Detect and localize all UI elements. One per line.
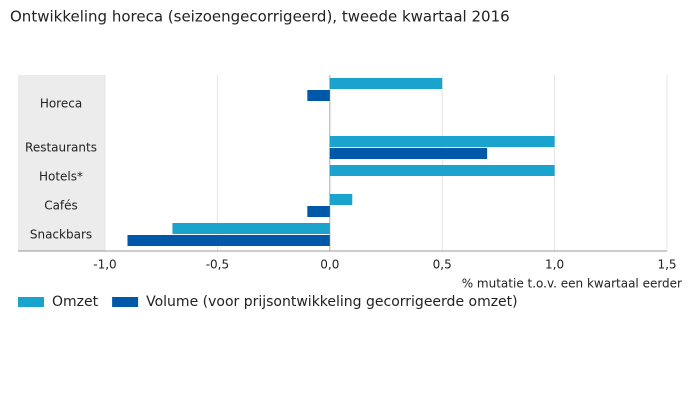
y-tick-label: Horeca (40, 97, 82, 111)
bar (329, 78, 443, 89)
y-tick-label: Cafés (44, 199, 78, 213)
bar (127, 235, 330, 246)
x-tick-label: -1,0 (93, 258, 116, 272)
bar (307, 206, 330, 217)
legend-swatch (18, 297, 44, 307)
bar (329, 136, 555, 147)
x-tick-label: 0,5 (433, 258, 452, 272)
legend-label: Volume (voor prijsontwikkeling gecorrige… (146, 294, 518, 310)
x-axis-label: % mutatie t.o.v. een kwartaal eerder (462, 277, 682, 291)
chart-title: Ontwikkeling horeca (seizoengecorrigeerd… (10, 8, 510, 26)
legend-swatch (112, 297, 139, 307)
x-tick-label: 0,0 (320, 258, 339, 272)
y-tick-label: Hotels* (39, 170, 83, 184)
bar (329, 148, 488, 159)
bar (329, 165, 555, 176)
x-tick-label: -0,5 (206, 258, 229, 272)
bar (329, 194, 353, 205)
legend-label: Omzet (52, 294, 99, 310)
x-tick-label: 1,0 (545, 258, 564, 272)
x-tick-label: 1,5 (657, 258, 676, 272)
bar (172, 223, 330, 234)
y-tick-label: Restaurants (25, 141, 97, 155)
y-tick-label: Snackbars (30, 228, 92, 242)
bar (307, 90, 330, 101)
category-band (18, 75, 105, 251)
